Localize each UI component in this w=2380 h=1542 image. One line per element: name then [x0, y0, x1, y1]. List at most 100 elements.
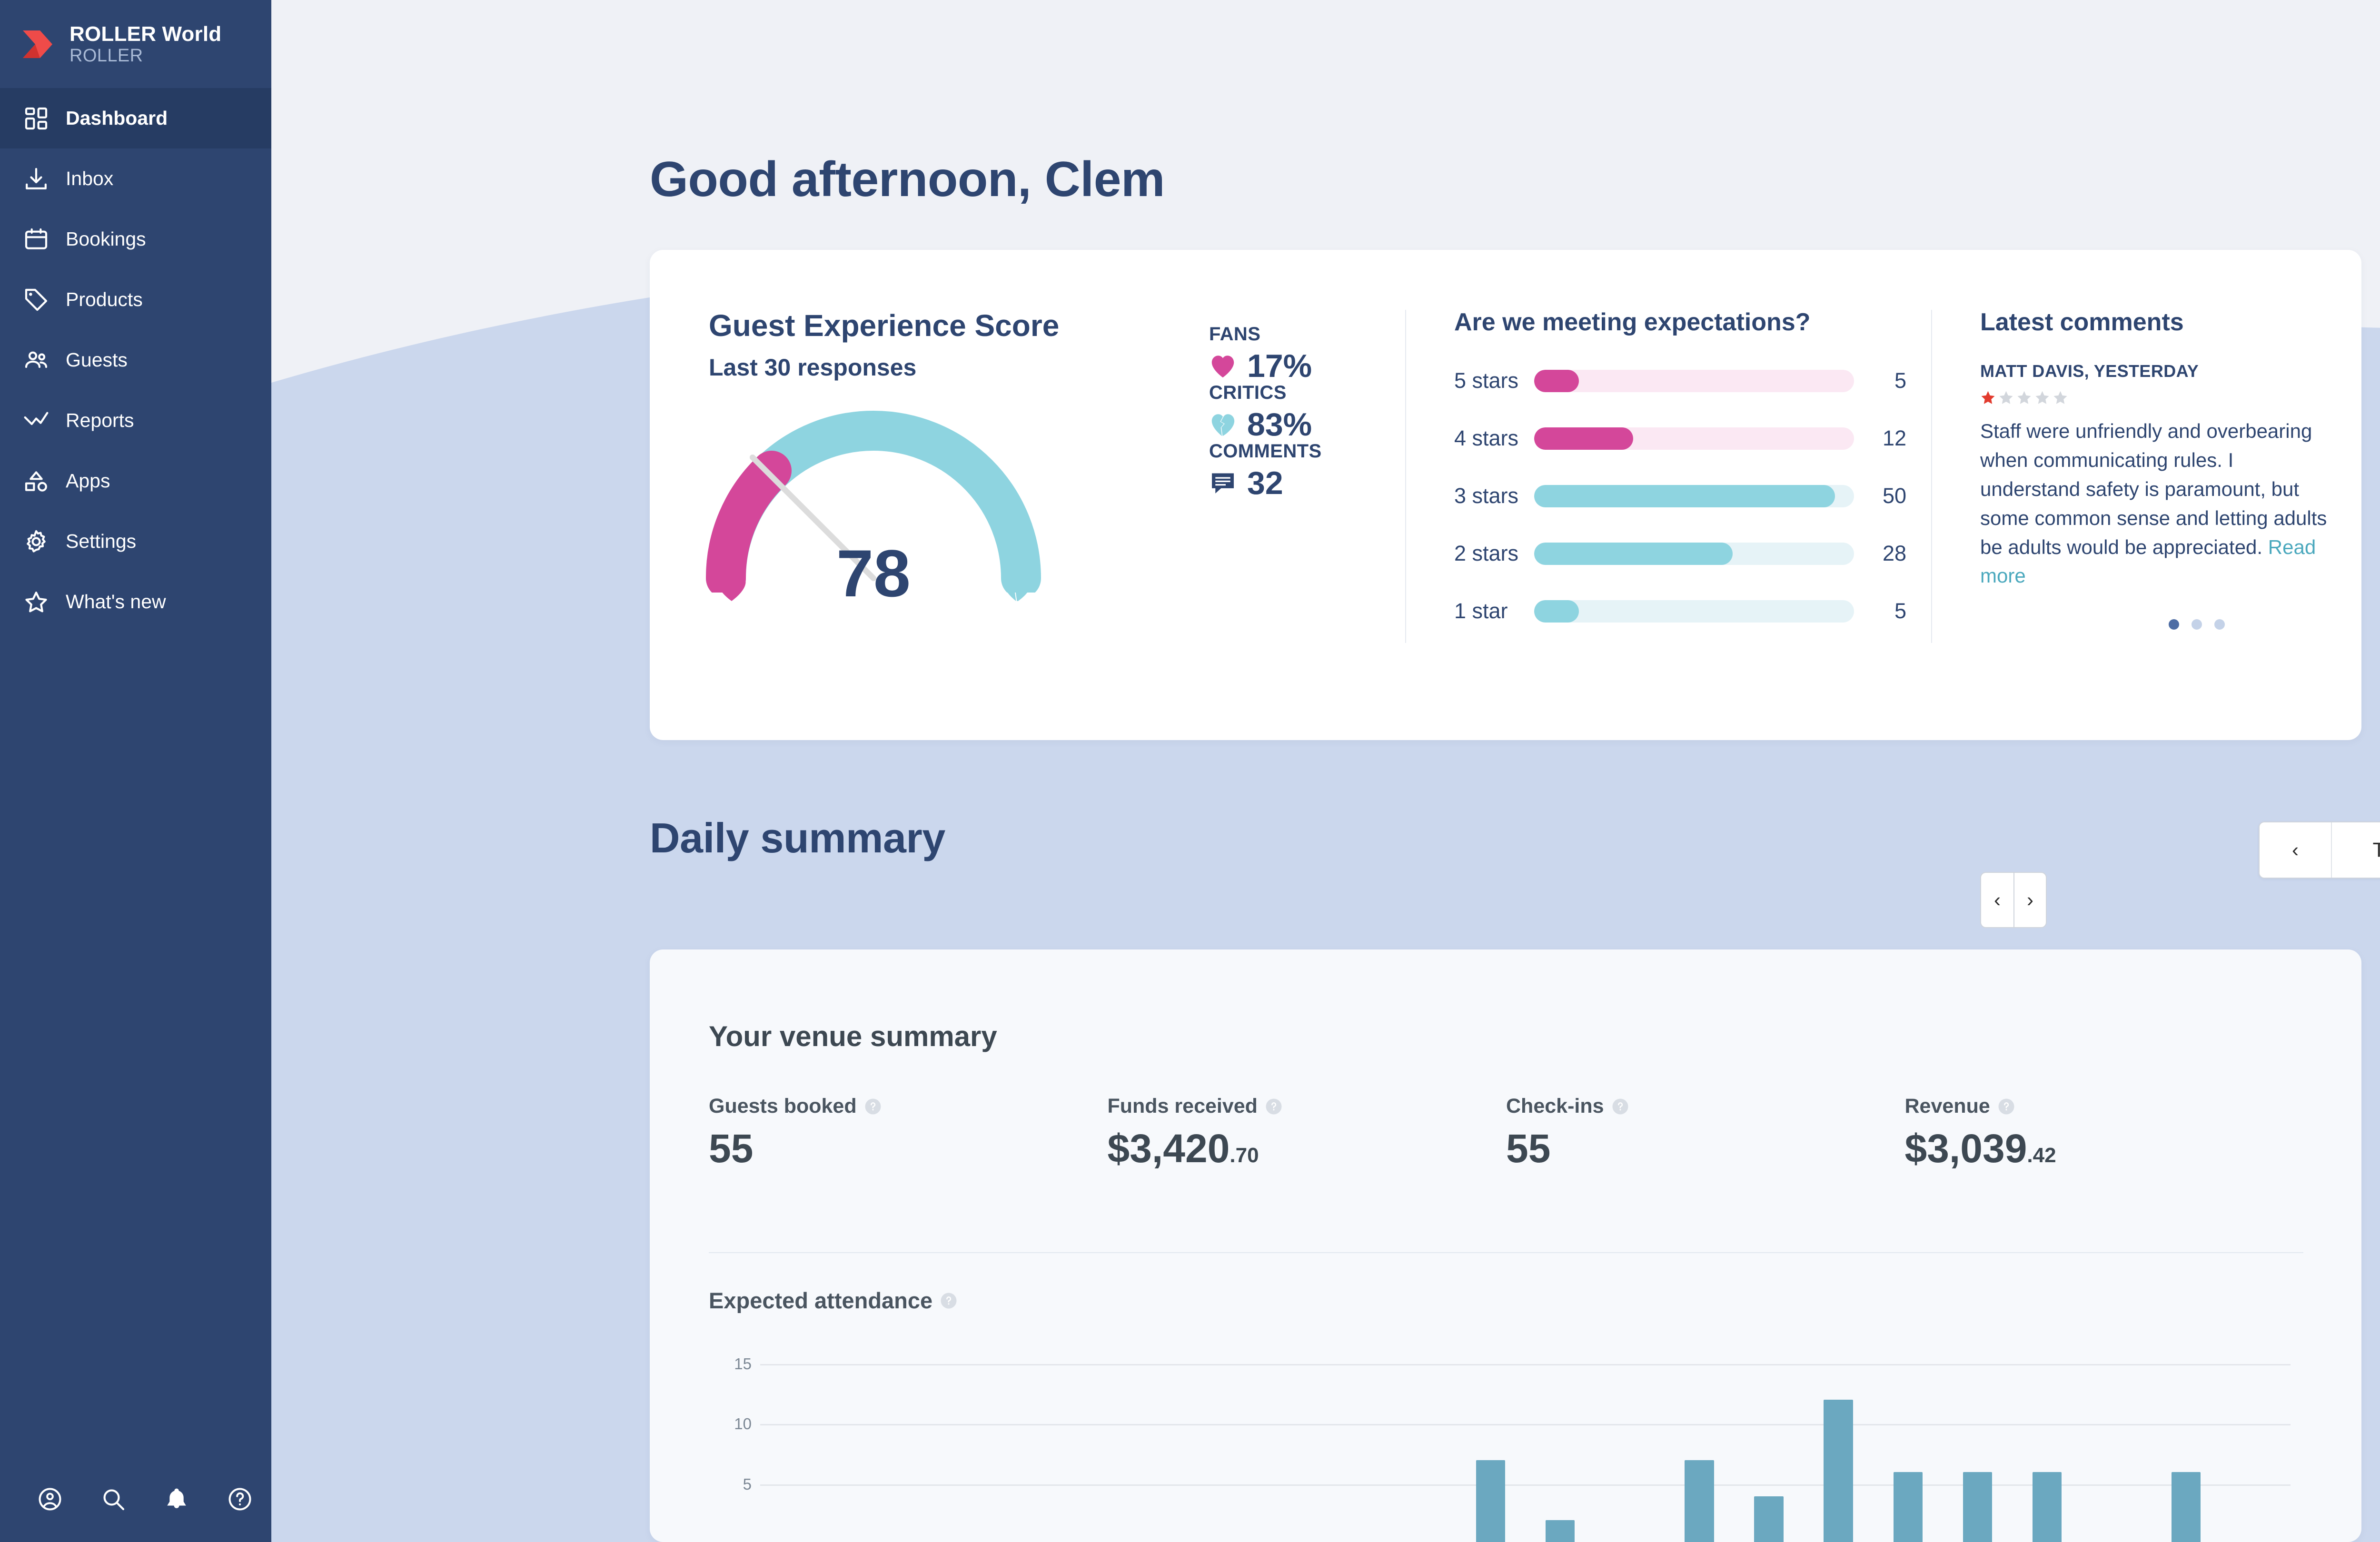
guest-experience-card: Guest Experience Score Last 30 responses — [650, 250, 2361, 928]
roller-logo-icon — [23, 30, 52, 58]
bell-icon[interactable] — [145, 1486, 208, 1512]
comment-author: MATT DAVIS, YESTERDAY — [1980, 361, 2199, 381]
metric-value-main: 55 — [1506, 1126, 1551, 1171]
rating-label: 2 stars — [1454, 541, 1519, 565]
metric-value-main: 55 — [709, 1126, 754, 1171]
comment-body-text: Staff were unfriendly and overbearing wh… — [1980, 420, 2327, 558]
help-circle-icon[interactable] — [208, 1486, 271, 1512]
help-circle-icon[interactable] — [1265, 1098, 1282, 1115]
date-prev-button[interactable]: ‹ — [2292, 839, 2299, 861]
rating-label: 5 stars — [1454, 368, 1519, 393]
expected-attendance-chart: 5 10 15 — [709, 1340, 2303, 1542]
metric-label: Funds received — [1107, 1095, 1258, 1117]
fans-label: FANS — [1209, 324, 1261, 345]
carousel-dot[interactable] — [2214, 619, 2225, 630]
comments-stat: 32 — [1209, 467, 1347, 499]
date-today-button[interactable]: Today — [2331, 822, 2380, 878]
help-circle-icon[interactable] — [1612, 1098, 1629, 1115]
metric-value: $3,420.70 — [1108, 1128, 1507, 1168]
rating-bar-track — [1534, 600, 1854, 623]
dashboard-icon — [23, 105, 50, 132]
date-navigation: ‹ Today › — [2259, 821, 2380, 879]
rating-row: 4 stars 12 — [1454, 424, 1906, 453]
divider — [1931, 310, 1932, 643]
chart-bar — [1893, 1472, 1923, 1542]
latest-comments-title: Latest comments — [1980, 308, 2184, 336]
rating-count: 5 — [1894, 599, 1906, 623]
sidebar-item-settings[interactable]: Settings — [0, 511, 271, 572]
fans-value: 17% — [1247, 348, 1312, 384]
people-icon — [23, 347, 50, 374]
rating-count: 50 — [1882, 484, 1906, 508]
metric-label: Guests booked — [709, 1095, 857, 1117]
sidebar-item-label: Guests — [66, 349, 128, 371]
metric-label: Check-ins — [1506, 1095, 1604, 1117]
comments-label: COMMENTS — [1209, 441, 1322, 462]
brand-block[interactable]: ROLLER World ROLLER — [0, 0, 271, 88]
chart-bar — [2172, 1472, 2201, 1542]
sidebar-item-whats-new[interactable]: What's new — [0, 572, 271, 632]
comments-value: 32 — [1247, 465, 1283, 501]
rating-bar-fill — [1534, 484, 1835, 507]
read-more-link[interactable]: Read more — [1980, 535, 2316, 587]
star-empty-icon — [2053, 391, 2067, 404]
gx-gauge: 78 — [688, 393, 1059, 631]
chart-bar — [2032, 1472, 2062, 1542]
gx-stats: FANS 17% CRITICS 83% COMMENTS — [1209, 324, 1347, 499]
heart-icon — [1211, 356, 1234, 378]
comment-icon — [1212, 473, 1234, 494]
rating-label: 3 stars — [1454, 484, 1519, 508]
comment-prev-button[interactable]: ‹ — [1980, 872, 2013, 928]
chart-bar — [1476, 1460, 1506, 1542]
account-circle-icon[interactable] — [18, 1486, 81, 1512]
sidebar-item-guests[interactable]: Guests — [0, 330, 271, 390]
sidebar-item-bookings[interactable]: Bookings — [0, 209, 271, 269]
critics-value: 83% — [1247, 406, 1312, 443]
page-title: Good afternoon, Clem — [650, 152, 1165, 207]
rating-row: 5 stars 5 — [1454, 366, 1906, 395]
chart-gridline — [760, 1364, 2291, 1365]
star-filled-icon — [1981, 391, 1995, 404]
metric-label: Revenue — [1904, 1095, 1990, 1117]
carousel-dots — [2066, 619, 2328, 630]
sidebar-item-apps[interactable]: Apps — [0, 451, 271, 511]
gx-score-value: 78 — [836, 536, 911, 611]
metric-value: $3,039.42 — [1905, 1128, 2304, 1168]
chart-y-tick: 5 — [743, 1475, 752, 1493]
help-circle-icon[interactable] — [1998, 1098, 2015, 1115]
carousel-dot[interactable] — [2192, 619, 2202, 630]
broken-heart-icon — [1211, 414, 1235, 436]
venue-metrics: Guests booked 55 Funds received $3,420.7… — [709, 1095, 2303, 1168]
sidebar-item-label: Reports — [66, 409, 134, 431]
star-empty-icon — [1999, 391, 2013, 404]
comment-body: Staff were unfriendly and overbearing wh… — [1980, 417, 2328, 591]
rating-bar-track — [1534, 484, 1854, 507]
chart-bar — [1824, 1400, 1853, 1542]
carousel-dot[interactable] — [2169, 619, 2179, 630]
rating-count: 5 — [1894, 368, 1906, 393]
critics-stat: 83% — [1209, 408, 1347, 441]
divider — [1405, 310, 1406, 643]
sidebar-item-inbox[interactable]: Inbox — [0, 148, 271, 209]
comment-next-button[interactable]: › — [2013, 872, 2047, 928]
shapes-icon — [23, 468, 50, 494]
rating-row: 1 star 5 — [1454, 596, 1906, 626]
sidebar-item-products[interactable]: Products — [0, 269, 271, 330]
metric-value-main: $3,420 — [1107, 1126, 1230, 1171]
rating-bar-fill — [1534, 427, 1634, 450]
help-circle-icon[interactable] — [864, 1098, 882, 1115]
search-icon[interactable] — [81, 1486, 145, 1512]
sidebar-item-label: Inbox — [66, 168, 114, 189]
broken-heart-icon — [1003, 573, 1032, 601]
heart-icon — [717, 573, 746, 601]
sidebar-item-reports[interactable]: Reports — [0, 390, 271, 451]
sidebar-item-dashboard[interactable]: Dashboard — [0, 88, 271, 148]
expectations-title: Are we meeting expectations? — [1454, 308, 1811, 336]
chart-line-icon — [23, 407, 50, 434]
metric-revenue: Revenue $3,039.42 — [1905, 1095, 2304, 1168]
help-circle-icon[interactable] — [940, 1292, 957, 1309]
tag-icon — [23, 287, 50, 313]
sidebar-item-label: What's new — [66, 591, 166, 613]
inbox-icon — [23, 166, 50, 192]
metric-value-cents: .70 — [1230, 1144, 1259, 1167]
